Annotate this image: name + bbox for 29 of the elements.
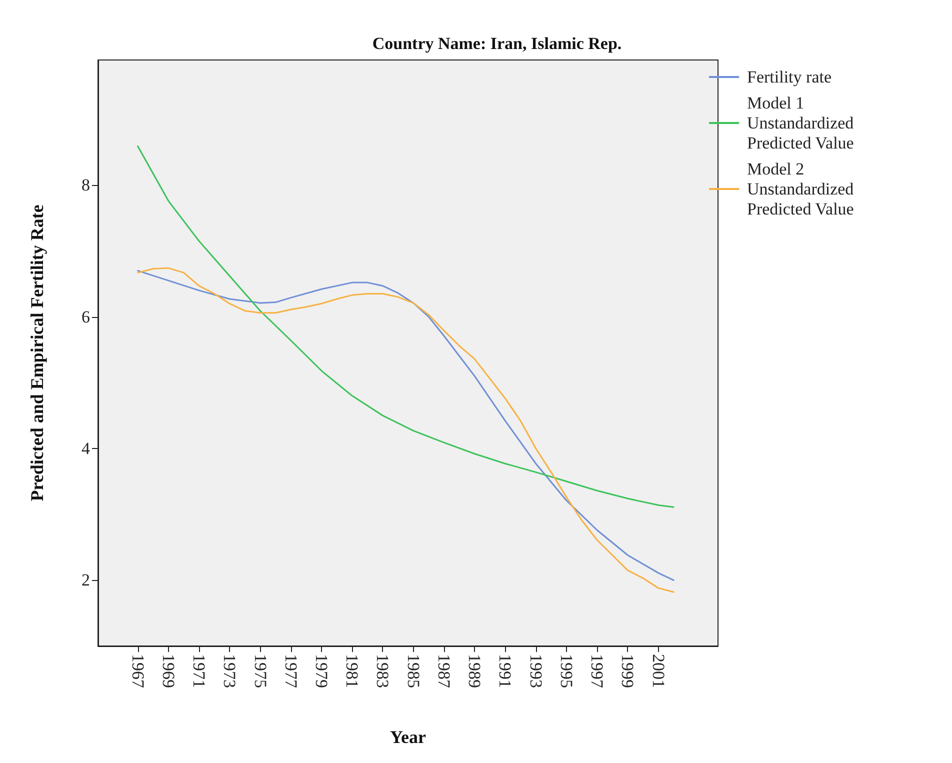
x-tick-label: 1989 xyxy=(465,654,484,688)
x-tick-label: 1985 xyxy=(404,654,423,688)
y-tick-label: 2 xyxy=(82,570,90,590)
legend-label: Model 2 Unstandardized Predicted Value xyxy=(747,160,858,218)
x-tick-label: 1973 xyxy=(220,654,240,688)
legend-label: Fertility rate xyxy=(747,68,832,86)
x-tick-label: 1975 xyxy=(250,654,270,688)
x-tick-label: 1999 xyxy=(618,654,638,688)
x-tick-label: 1969 xyxy=(158,654,178,688)
x-tick-label: 1979 xyxy=(312,654,332,688)
x-tick-label: 1967 xyxy=(128,654,148,688)
x-tick-label: 1983 xyxy=(373,654,392,688)
line-series xyxy=(137,146,674,508)
y-axis-title: Predicted and Empirical Fertility Rate xyxy=(27,204,47,502)
chart-title: Country Name: Iran, Islamic Rep. xyxy=(372,34,622,53)
y-tick-label: 8 xyxy=(82,176,90,195)
x-tick-label: 2001 xyxy=(648,654,668,688)
x-axis-title: Year xyxy=(390,727,426,747)
legend-label: Model 1 Unstandardized Predicted Value xyxy=(747,94,858,152)
x-tick-label: 1981 xyxy=(342,654,362,688)
x-tick-label: 1977 xyxy=(281,654,300,688)
x-tick-label: 1997 xyxy=(588,654,607,688)
x-tick-label: 1987 xyxy=(434,654,454,688)
x-tick-label: 1993 xyxy=(526,654,546,688)
y-tick-label: 6 xyxy=(82,307,90,326)
x-tick-label: 1991 xyxy=(496,654,515,688)
y-tick-label: 4 xyxy=(82,438,90,458)
x-tick-label: 1971 xyxy=(190,654,209,688)
x-tick-label: 1995 xyxy=(556,654,576,688)
